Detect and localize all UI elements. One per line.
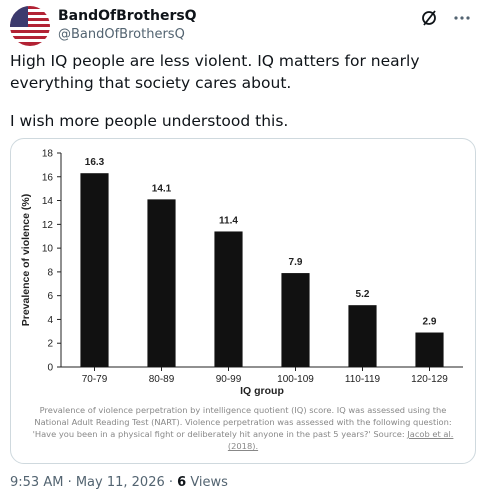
y-tick-label: 8 (47, 267, 53, 278)
header-icons (422, 10, 470, 26)
bar (415, 332, 444, 367)
y-tick-label: 6 (47, 291, 53, 302)
data-label: 11.4 (219, 215, 238, 226)
media-card[interactable]: 0 2 4 6 8 10 12 14 16 18 Prevalence of violence (%… (10, 138, 476, 464)
handle[interactable]: @BandOfBrothersQ (58, 27, 185, 42)
x-tick-label: 120-129 (411, 374, 448, 385)
x-axis-label: IQ group (240, 385, 284, 397)
bar (80, 173, 109, 367)
data-label: 14.1 (152, 183, 172, 194)
caption-link[interactable]: Jacob et al. (2018). (227, 429, 454, 451)
tweet-paragraph: High IQ people are less violent. IQ matt… (10, 52, 420, 92)
more-icon[interactable] (454, 16, 470, 20)
y-tick-label: 2 (47, 339, 53, 350)
y-tick-label: 0 (47, 363, 53, 374)
data-label: 7.9 (289, 257, 303, 268)
data-label: 16.3 (85, 157, 105, 168)
y-tick-label: 4 (47, 315, 53, 326)
data-label: 5.2 (356, 289, 370, 300)
view-count: 6 (177, 475, 187, 490)
x-tick-label: 110-119 (345, 374, 381, 385)
chart: 0 2 4 6 8 10 12 14 16 18 Prevalence of violence (%… (20, 149, 463, 397)
grok-icon[interactable] (422, 11, 436, 25)
display-name[interactable]: BandOfBrothersQ (58, 8, 197, 24)
x-tick-label: 90-99 (216, 374, 242, 385)
x-tick-label: 80-89 (149, 374, 175, 385)
bar (147, 199, 176, 367)
y-tick-label: 16 (42, 172, 54, 183)
tweet-paragraph: I wish more people understood this. (10, 112, 289, 130)
figure-caption: Prevalence of violence perpetration by i… (28, 404, 458, 452)
y-tick-label: 18 (42, 149, 54, 160)
bar (281, 273, 310, 367)
y-tick-label: 12 (42, 220, 54, 231)
avatar[interactable] (10, 6, 50, 46)
y-tick-label: 14 (42, 196, 54, 207)
bar (348, 305, 377, 367)
x-tick-label: 70-79 (82, 374, 108, 385)
x-tick-label: 100-109 (277, 374, 314, 385)
tweet-meta: 9:53 AM · May 11, 2026 · 6 Views (10, 475, 228, 490)
y-tick-label: 10 (42, 244, 54, 255)
caption-text: Prevalence of violence perpetration by i… (32, 405, 452, 439)
views-label: Views (190, 475, 228, 490)
timestamp[interactable]: 9:53 AM · May 11, 2026 · (10, 475, 173, 490)
data-label: 2.9 (423, 317, 437, 328)
bar (214, 231, 243, 367)
tweet-text: High IQ people are less violent. IQ matt… (10, 50, 476, 148)
y-axis-label: Prevalence of violence (%) (20, 194, 32, 326)
